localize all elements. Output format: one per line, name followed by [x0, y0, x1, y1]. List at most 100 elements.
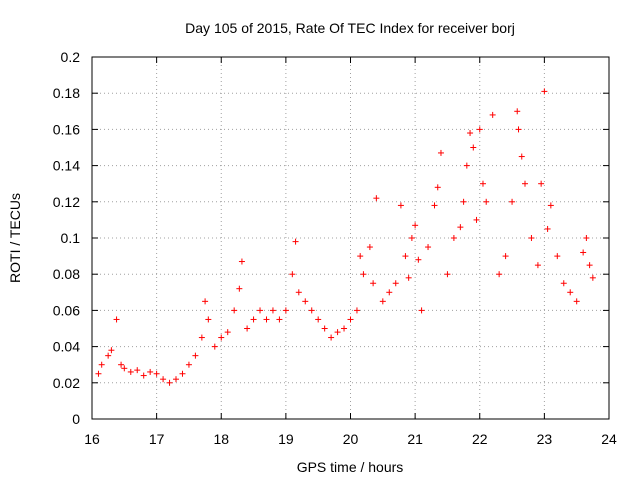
x-axis-label: GPS time / hours: [297, 459, 404, 475]
y-tick-label: 0.14: [53, 158, 80, 174]
data-point: [127, 368, 134, 375]
data-point: [589, 274, 596, 281]
data-point: [269, 307, 276, 314]
y-tick-label: 0.16: [53, 121, 80, 137]
data-point: [295, 289, 302, 296]
data-point: [538, 180, 545, 187]
data-point: [292, 238, 299, 245]
data-point: [444, 271, 451, 278]
data-point: [541, 88, 548, 95]
data-point: [263, 316, 270, 323]
data-point: [518, 153, 525, 160]
data-point: [276, 316, 283, 323]
data-point: [379, 298, 386, 305]
x-tick-label: 21: [407, 431, 423, 447]
y-axis-label: ROTI / TECUs: [7, 193, 23, 283]
data-point: [341, 325, 348, 332]
data-point: [415, 256, 422, 263]
x-tick-label: 20: [343, 431, 359, 447]
data-point: [211, 343, 218, 350]
data-point: [412, 222, 419, 229]
data-point: [528, 235, 535, 241]
data-point: [282, 307, 289, 314]
data-point: [457, 224, 464, 231]
data-point: [534, 262, 541, 269]
data-point: [231, 307, 238, 314]
x-tick-label: 17: [149, 431, 165, 447]
data-point: [328, 334, 335, 341]
data-point: [95, 370, 102, 377]
data-point: [334, 329, 341, 336]
x-tick-label: 19: [278, 431, 294, 447]
data-point: [98, 361, 105, 368]
data-point: [347, 316, 354, 323]
data-point: [408, 235, 415, 241]
data-point: [476, 126, 483, 133]
data-point: [366, 244, 373, 251]
data-point: [147, 368, 154, 375]
data-point: [467, 130, 474, 137]
data-point: [134, 367, 141, 374]
data-point: [308, 307, 315, 314]
data-point: [502, 253, 509, 260]
data-point: [425, 244, 432, 251]
data-point: [153, 370, 160, 377]
data-point: [583, 235, 590, 241]
x-tick-label: 24: [601, 431, 617, 447]
data-point: [496, 271, 503, 278]
data-point: [544, 225, 551, 232]
data-point: [224, 329, 231, 336]
x-tick-label: 18: [213, 431, 229, 447]
y-tick-label: 0.1: [61, 230, 81, 246]
data-point: [185, 361, 192, 368]
data-point: [463, 162, 470, 169]
data-point: [108, 347, 115, 354]
data-point: [373, 195, 380, 202]
y-tick-label: 0.04: [53, 339, 80, 355]
data-point: [402, 253, 409, 260]
data-point: [450, 235, 457, 241]
y-tick-label: 0.2: [61, 49, 81, 65]
data-point: [515, 126, 522, 133]
data-point: [567, 289, 574, 296]
data-point: [386, 289, 393, 296]
data-point: [573, 298, 580, 305]
data-point: [315, 316, 322, 323]
data-point: [105, 352, 112, 359]
data-point: [192, 352, 199, 359]
data-point: [166, 379, 173, 386]
y-tick-label: 0.08: [53, 266, 80, 282]
data-point: [360, 271, 367, 278]
x-tick-label: 23: [537, 431, 553, 447]
y-tick-label: 0.12: [53, 194, 80, 210]
x-tick-label: 22: [472, 431, 488, 447]
y-tick-label: 0.02: [53, 375, 80, 391]
y-tick-label: 0.06: [53, 302, 80, 318]
data-point: [302, 298, 309, 305]
data-point: [357, 253, 364, 260]
data-point: [554, 253, 561, 260]
data-point: [470, 144, 477, 151]
data-point: [205, 316, 212, 323]
data-point: [140, 372, 147, 379]
data-point: [321, 325, 328, 332]
data-point: [244, 325, 251, 332]
data-points: [95, 88, 596, 386]
data-point: [179, 370, 186, 377]
data-point: [218, 334, 225, 341]
data-point: [560, 280, 567, 287]
data-point: [434, 184, 441, 191]
data-point: [113, 316, 120, 323]
data-point: [353, 307, 360, 314]
data-point: [160, 376, 167, 383]
data-point: [198, 334, 205, 341]
data-point: [236, 285, 243, 292]
data-point: [289, 271, 296, 278]
y-tick-label: 0.18: [53, 85, 80, 101]
axis-ticks: 16 17 18 19 20 21 22 23 24 0 0.02 0.04 0.06 0.08 0.1 0.…: [53, 49, 617, 447]
data-point: [392, 280, 399, 287]
x-tick-label: 16: [84, 431, 100, 447]
data-point: [509, 198, 516, 205]
chart-title: Day 105 of 2015, Rate Of TEC Index for r…: [185, 20, 515, 36]
